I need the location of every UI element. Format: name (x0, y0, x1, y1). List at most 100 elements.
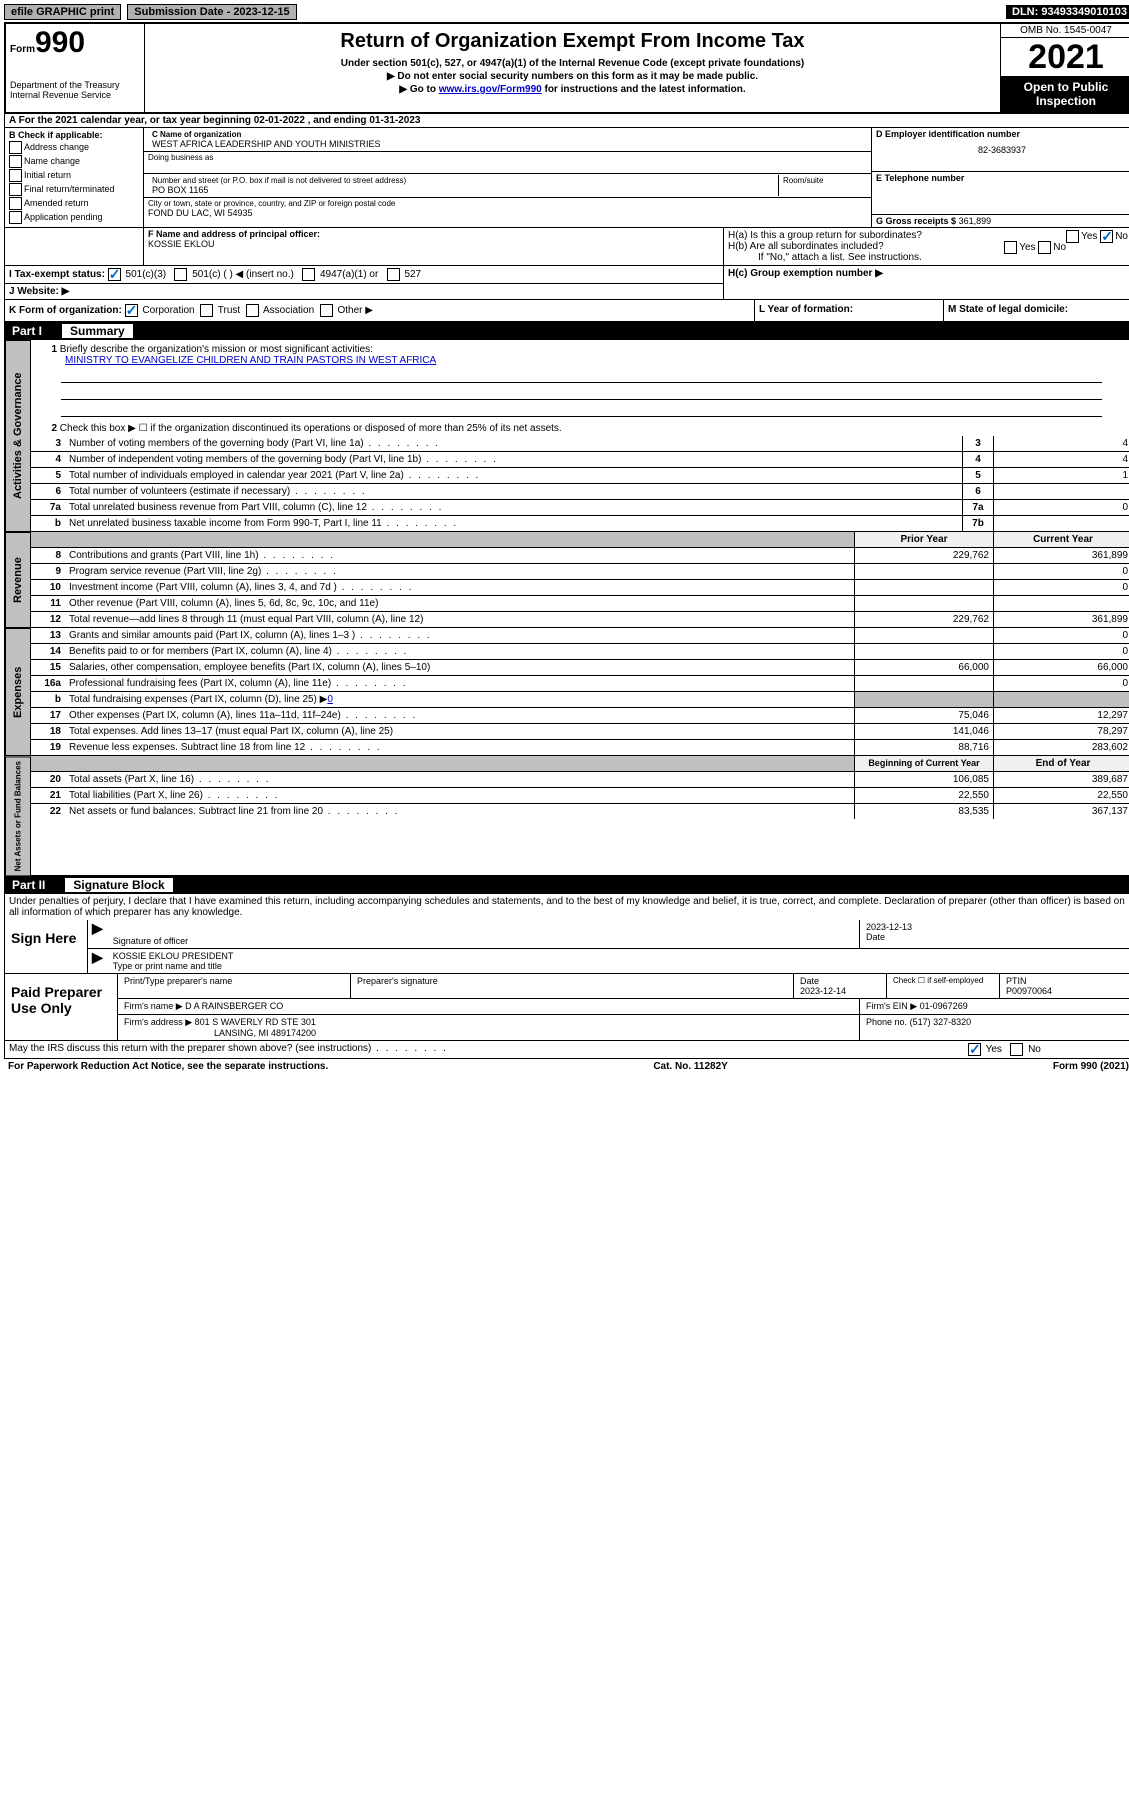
part-1-header: Part I Summary (4, 322, 1129, 340)
line-14: Benefits paid to or for members (Part IX… (65, 644, 854, 659)
line-5: Total number of individuals employed in … (65, 468, 962, 483)
e-phone-label: E Telephone number (876, 173, 1128, 183)
penalty-declaration: Under penalties of perjury, I declare th… (4, 894, 1129, 920)
subtitle-2: ▶ Do not enter social security numbers o… (387, 71, 758, 82)
row-a-tax-year: A For the 2021 calendar year, or tax yea… (4, 114, 1129, 128)
revenue-block: Revenue Prior YearCurrent Year 8Contribu… (4, 531, 1129, 627)
hc-group-exemption: H(c) Group exemption number ▶ (728, 268, 1128, 279)
discuss-no[interactable] (1010, 1043, 1023, 1056)
paid-preparer-label: Paid Preparer Use Only (5, 974, 118, 1040)
current-year-header: Current Year (993, 532, 1129, 547)
firm-name-label: Firm's name ▶ (124, 1001, 183, 1011)
vtab-net-assets: Net Assets or Fund Balances (5, 756, 31, 875)
line-4-value: 4 (993, 452, 1129, 467)
firm-addr2: LANSING, MI 489174200 (124, 1028, 316, 1038)
vtab-expenses: Expenses (5, 628, 31, 755)
mission-line (61, 368, 1102, 383)
line-19: Revenue less expenses. Subtract line 18 … (65, 740, 854, 755)
efile-top-bar: efile GRAPHIC print Submission Date - 20… (4, 4, 1129, 24)
officer-sig-label: Signature of officer (113, 936, 853, 946)
preparer-name-label: Print/Type preparer's name (118, 974, 351, 998)
check-527[interactable] (387, 268, 400, 281)
vtab-revenue: Revenue (5, 532, 31, 627)
prep-date-label: Date (800, 976, 880, 986)
treasury-dept: Department of the Treasury (10, 80, 140, 90)
line-3-value: 4 (993, 436, 1129, 451)
line-2-text: Check this box ▶ ☐ if the organization d… (60, 423, 562, 434)
check-association[interactable] (246, 304, 259, 317)
end-year-header: End of Year (993, 756, 1129, 771)
sign-here-label: Sign Here (5, 920, 88, 973)
check-4947[interactable] (302, 268, 315, 281)
line-12: Total revenue—add lines 8 through 11 (mu… (65, 612, 854, 627)
mission-line (61, 385, 1102, 400)
check-501c3[interactable] (108, 268, 121, 281)
tax-status-section: I Tax-exempt status: 501(c)(3) 501(c) ( … (4, 266, 1129, 300)
phone-label: Phone no. (866, 1017, 907, 1027)
vtab-governance: Activities & Governance (5, 340, 31, 531)
check-other[interactable] (320, 304, 333, 317)
city-label: City or town, state or province, country… (148, 199, 867, 208)
f-officer-label: F Name and address of principal officer: (148, 229, 719, 239)
discuss-yes[interactable] (968, 1043, 981, 1056)
check-address-change[interactable]: Address change (9, 141, 139, 154)
l-year-formation: L Year of formation: (754, 300, 943, 321)
line-22: Net assets or fund balances. Subtract li… (65, 804, 854, 819)
sign-date-label: Date (866, 932, 1126, 942)
addr-label: Number and street (or P.O. box if mail i… (152, 176, 774, 185)
line-16b: Total fundraising expenses (Part IX, col… (65, 692, 854, 707)
check-initial-return[interactable]: Initial return (9, 169, 139, 182)
instructions-link[interactable]: www.irs.gov/Form990 (439, 84, 542, 95)
check-amended-return[interactable]: Amended return (9, 197, 139, 210)
mission-line (61, 402, 1102, 417)
check-corporation[interactable] (125, 304, 138, 317)
form-header: Form990 Department of the Treasury Inter… (4, 24, 1129, 114)
sign-here-block: Sign Here ▶ Signature of officer 2023-12… (4, 920, 1129, 974)
mission-text: MINISTRY TO EVANGELIZE CHILDREN AND TRAI… (35, 355, 436, 366)
form-title: Return of Organization Exempt From Incom… (340, 30, 804, 53)
discuss-row: May the IRS discuss this return with the… (4, 1041, 1129, 1059)
dba-label: Doing business as (148, 153, 867, 162)
preparer-sig-label: Preparer's signature (351, 974, 794, 998)
line-7a: Total unrelated business revenue from Pa… (65, 500, 962, 515)
firm-ein-label: Firm's EIN ▶ (866, 1001, 917, 1011)
gross-receipts-value: 361,899 (959, 216, 992, 226)
form-number: Form990 (10, 26, 140, 60)
efile-print-button[interactable]: efile GRAPHIC print (4, 4, 121, 20)
officer-name-title: KOSSIE EKLOU PRESIDENT (113, 951, 1126, 961)
check-trust[interactable] (200, 304, 213, 317)
c-name-label: C Name of organization (152, 130, 863, 139)
line-16a: Professional fundraising fees (Part IX, … (65, 676, 854, 691)
org-address: PO BOX 1165 (152, 185, 774, 195)
tax-year: 2021 (1001, 38, 1129, 76)
check-final-return[interactable]: Final return/terminated (9, 183, 139, 196)
line-15: Salaries, other compensation, employee b… (65, 660, 854, 675)
firm-ein: 01-0967269 (920, 1001, 968, 1011)
officer-name: KOSSIE EKLOU (148, 239, 719, 249)
open-public-badge: Open to Public Inspection (1001, 76, 1129, 112)
line-6: Total number of volunteers (estimate if … (65, 484, 962, 499)
line-4: Number of independent voting members of … (65, 452, 962, 467)
subtitle-3: ▶ Go to www.irs.gov/Form990 for instruct… (399, 84, 745, 95)
ptin-value: P00970064 (1006, 986, 1126, 996)
arrow-icon: ▶ (88, 920, 107, 948)
line-7a-value: 0 (993, 500, 1129, 515)
check-name-change[interactable]: Name change (9, 155, 139, 168)
line-17: Other expenses (Part IX, column (A), lin… (65, 708, 854, 723)
self-employed-check[interactable]: Check ☐ if self-employed (887, 974, 1000, 998)
g-gross-label: G Gross receipts $ (876, 216, 956, 226)
d-ein-label: D Employer identification number (876, 129, 1128, 139)
line-7b: Net unrelated business taxable income fr… (65, 516, 962, 531)
prep-date: 2023-12-14 (800, 986, 880, 996)
line-13: Grants and similar amounts paid (Part IX… (65, 628, 854, 643)
line-11: Other revenue (Part VIII, column (A), li… (65, 596, 854, 611)
officer-section: F Name and address of principal officer:… (4, 228, 1129, 266)
check-501c[interactable] (174, 268, 187, 281)
arrow-icon: ▶ (88, 949, 107, 973)
phone-value: (517) 327-8320 (910, 1017, 972, 1027)
form-org-section: K Form of organization: Corporation Trus… (4, 300, 1129, 322)
check-application-pending[interactable]: Application pending (9, 211, 139, 224)
submission-date-button[interactable]: Submission Date - 2023-12-15 (127, 4, 296, 20)
discuss-question: May the IRS discuss this return with the… (9, 1043, 968, 1056)
line-8: Contributions and grants (Part VIII, lin… (65, 548, 854, 563)
